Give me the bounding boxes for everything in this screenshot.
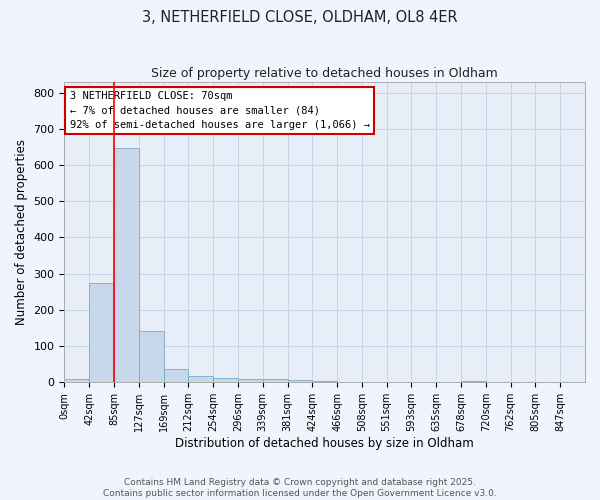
Bar bbox=[287, 380, 313, 382]
Bar bbox=[114, 148, 139, 382]
Text: Contains HM Land Registry data © Crown copyright and database right 2025.
Contai: Contains HM Land Registry data © Crown c… bbox=[103, 478, 497, 498]
Bar bbox=[213, 378, 238, 382]
Bar bbox=[139, 330, 164, 382]
Title: Size of property relative to detached houses in Oldham: Size of property relative to detached ho… bbox=[151, 68, 498, 80]
Y-axis label: Number of detached properties: Number of detached properties bbox=[15, 139, 28, 325]
Bar bbox=[263, 378, 287, 382]
Bar bbox=[89, 282, 114, 382]
Bar bbox=[461, 381, 486, 382]
X-axis label: Distribution of detached houses by size in Oldham: Distribution of detached houses by size … bbox=[175, 437, 474, 450]
Bar bbox=[164, 369, 188, 382]
Bar bbox=[64, 380, 89, 382]
Text: 3, NETHERFIELD CLOSE, OLDHAM, OL8 4ER: 3, NETHERFIELD CLOSE, OLDHAM, OL8 4ER bbox=[142, 10, 458, 25]
Bar bbox=[313, 381, 337, 382]
Bar bbox=[238, 378, 263, 382]
Text: 3 NETHERFIELD CLOSE: 70sqm
← 7% of detached houses are smaller (84)
92% of semi-: 3 NETHERFIELD CLOSE: 70sqm ← 7% of detac… bbox=[70, 90, 370, 130]
Bar bbox=[188, 376, 213, 382]
